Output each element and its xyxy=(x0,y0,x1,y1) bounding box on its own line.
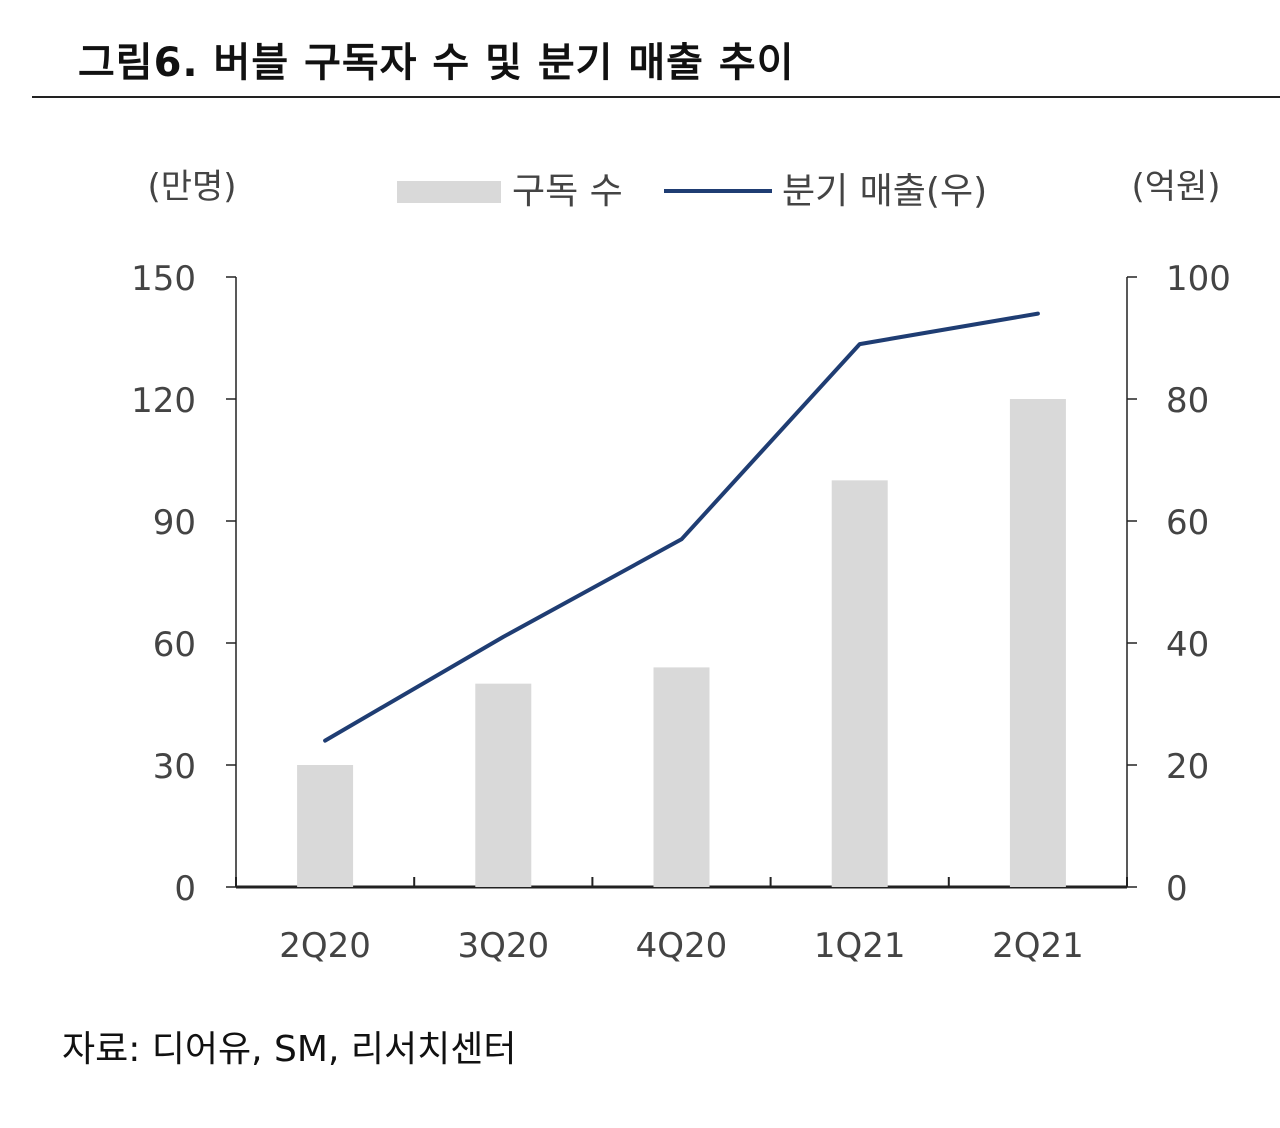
left-axis-unit: (만명) xyxy=(147,167,236,207)
right-axis-unit: (억원) xyxy=(1131,167,1220,207)
x-tick-label: 2Q20 xyxy=(279,926,371,966)
legend-line-label: 분기 매출(우) xyxy=(782,171,987,212)
bar-series xyxy=(297,399,1066,887)
right-tick-label: 20 xyxy=(1166,747,1209,787)
x-tick-label: 2Q21 xyxy=(992,926,1084,966)
legend: 구독 수 분기 매출(우) xyxy=(397,171,987,212)
bar-3Q20 xyxy=(475,683,532,887)
right-tick-label: 0 xyxy=(1166,869,1188,909)
bar-2Q20 xyxy=(297,765,354,887)
left-tick-label: 150 xyxy=(131,259,196,299)
x-tick-label: 3Q20 xyxy=(457,926,549,966)
bar-2Q21 xyxy=(1009,399,1066,887)
legend-bar-swatch xyxy=(397,181,501,203)
title-rule xyxy=(32,96,1280,98)
legend-bar-label: 구독 수 xyxy=(512,171,623,212)
bar-4Q20 xyxy=(653,667,710,887)
left-tick-label: 90 xyxy=(153,503,196,543)
x-tick-label: 1Q21 xyxy=(814,926,906,966)
right-tick-label: 40 xyxy=(1166,625,1209,665)
right-tick-label: 80 xyxy=(1166,381,1209,421)
left-tick-label: 120 xyxy=(131,381,196,421)
left-tick-label: 0 xyxy=(174,869,196,909)
x-tick-label: 4Q20 xyxy=(636,926,728,966)
left-tick-label: 30 xyxy=(153,747,196,787)
line-series xyxy=(323,311,1040,743)
axis-labels: 0 30 60 90 120 150 0 20 40 60 80 100 (만명) (억원) 2Q20 3Q2… xyxy=(131,167,1231,966)
figure-title: 그림6. 버블 구독자 수 및 분기 매출 추이 xyxy=(78,40,795,86)
right-tick-label: 60 xyxy=(1166,503,1209,543)
source-note: 자료: 디어유, SM, 리서치센터 xyxy=(62,1029,517,1070)
right-tick-label: 100 xyxy=(1166,259,1231,299)
left-tick-label: 60 xyxy=(153,625,196,665)
bar-1Q21 xyxy=(831,480,888,887)
